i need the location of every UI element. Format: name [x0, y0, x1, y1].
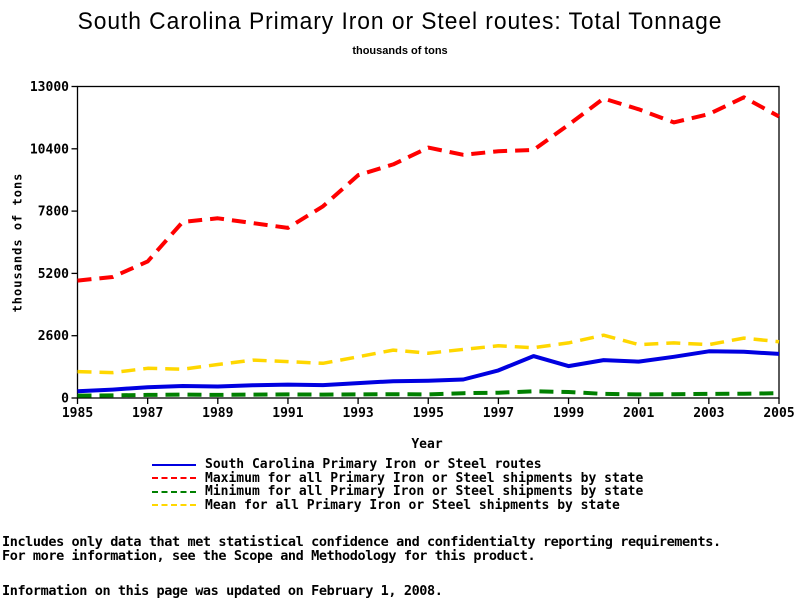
legend-item-0: South Carolina Primary Iron or Steel rou… [152, 458, 643, 472]
legend-swatch-1 [152, 477, 196, 480]
legend-swatch-2 [152, 490, 196, 493]
x-tick-label: 1997 [483, 406, 514, 421]
y-tick-label: 7800 [38, 205, 69, 220]
legend-label-0: South Carolina Primary Iron or Steel rou… [205, 457, 542, 472]
x-tick-label: 1989 [202, 406, 233, 421]
x-tick-label: 1987 [132, 406, 163, 421]
y-tick-label: 13000 [30, 80, 69, 95]
legend-item-2: Minimum for all Primary Iron or Steel sh… [152, 485, 643, 499]
x-tick-label: 2005 [763, 406, 794, 421]
legend-label-1: Maximum for all Primary Iron or Steel sh… [205, 470, 644, 486]
chart-subtitle: thousands of tons [352, 45, 448, 57]
series-line-3 [77, 333, 780, 375]
y-tick-label: 0 [61, 392, 69, 407]
y-axis-title: thousands of tons [10, 172, 25, 313]
legend-label-3: Mean for all Primary Iron or Steel shipm… [205, 497, 620, 513]
legend-label-2: Minimum for all Primary Iron or Steel sh… [205, 484, 644, 499]
footnote-line-2: For more information, see the Scope and … [2, 548, 536, 564]
legend-swatch-3 [152, 504, 196, 507]
x-tick-label: 1991 [272, 406, 303, 421]
footnote-line-1: Includes only data that met statistical … [2, 534, 721, 550]
x-tick-label: 2001 [623, 406, 654, 421]
legend: South Carolina Primary Iron or Steel rou… [152, 458, 643, 512]
series-line-0 [77, 349, 780, 394]
y-tick-label: 10400 [30, 142, 69, 157]
chart-title: South Carolina Primary Iron or Steel rou… [77, 8, 723, 35]
x-tick-label: 1993 [342, 406, 373, 421]
legend-item-3: Mean for all Primary Iron or Steel shipm… [152, 497, 643, 513]
y-tick-label: 5200 [38, 267, 69, 282]
x-tick-label: 1999 [553, 406, 584, 421]
x-axis-title: Year [411, 437, 443, 452]
footnote-line-3: Information on this page was updated on … [2, 583, 443, 599]
legend-swatch-0 [152, 463, 196, 466]
y-tick-label: 2600 [38, 329, 69, 344]
legend-item-1: Maximum for all Primary Iron or Steel sh… [152, 470, 644, 486]
series-line-2 [77, 389, 780, 398]
x-tick-label: 2003 [693, 406, 724, 421]
x-tick-label: 1985 [62, 406, 93, 421]
series-line-1 [77, 95, 780, 283]
plot-frame [76, 85, 780, 399]
x-tick-label: 1995 [413, 406, 444, 421]
